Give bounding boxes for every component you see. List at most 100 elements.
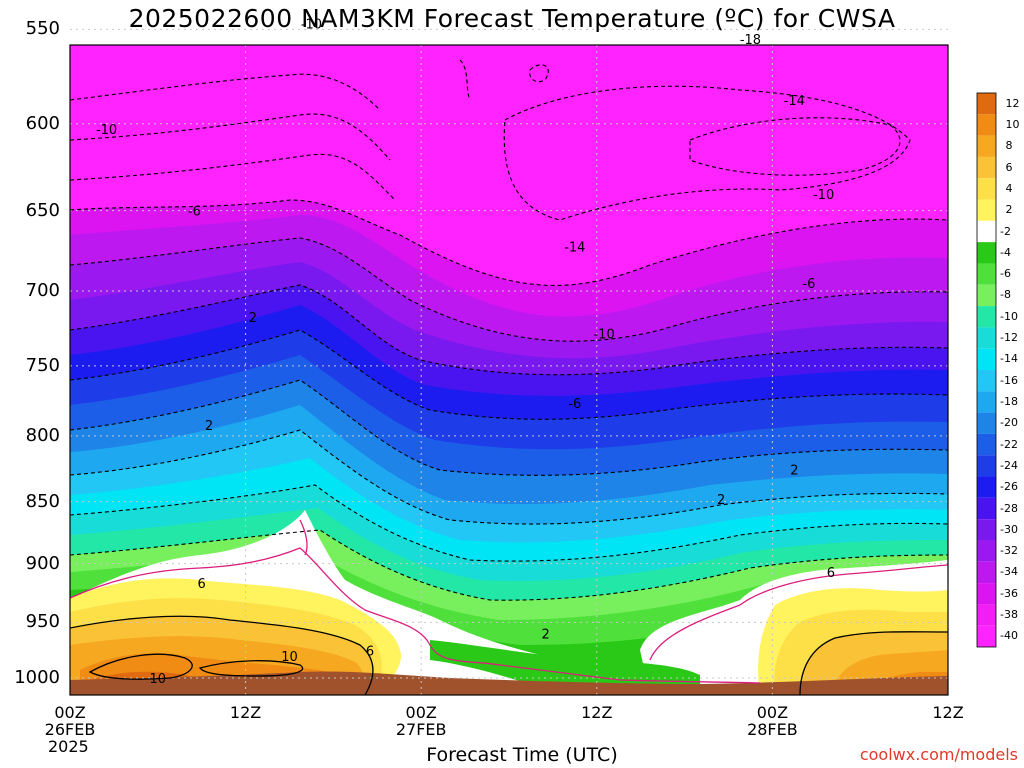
colorbar-label: -32 <box>1000 544 1018 558</box>
y-tick-label: 1000 <box>14 667 60 688</box>
colorbar-label: -30 <box>1000 522 1018 536</box>
terrain <box>70 671 948 695</box>
colorbar-label: 6 <box>1000 160 1013 174</box>
y-tick-label: 550 <box>25 18 60 40</box>
contour-label: 10 <box>281 650 298 665</box>
contour-label: -14 <box>784 94 805 109</box>
colorbar-swatch <box>977 540 996 562</box>
colorbar-swatch <box>977 583 996 605</box>
contour-label: -14 <box>564 241 585 256</box>
contour-label: -10 <box>96 123 117 138</box>
colorbar-swatch <box>977 348 996 370</box>
contour-label: 6 <box>366 645 374 660</box>
colorbar-swatch <box>977 455 996 477</box>
contour-label: 2 <box>541 628 549 643</box>
y-tick-label: 800 <box>25 424 60 446</box>
colorbar-label: -6 <box>1000 267 1011 281</box>
colorbar-frame <box>976 92 997 648</box>
colorbar-swatch <box>977 433 996 456</box>
contour-lines <box>69 59 949 601</box>
y-tick-label: 850 <box>25 490 60 512</box>
colorbar-swatch <box>977 220 996 243</box>
colorbar-swatch <box>977 284 996 307</box>
contour-label: 6 <box>827 566 835 581</box>
contour-label: -18 <box>740 33 761 48</box>
colorbar-swatch <box>977 604 996 626</box>
colorbar-swatch <box>977 412 996 434</box>
colorbar-label: 12 <box>1000 96 1020 110</box>
colorbar-swatch <box>977 306 996 328</box>
colorbar-swatch <box>977 199 996 221</box>
plot-frame <box>69 44 949 696</box>
colorbar-label: 4 <box>1000 181 1013 195</box>
colorbar-label: -38 <box>1000 608 1018 622</box>
colorbar-label: -28 <box>1000 501 1018 515</box>
chart-title: 2025022600 NAM3KM Forecast Temperature (… <box>128 4 896 33</box>
colorbar-label: -14 <box>1000 352 1018 366</box>
x-tick-label: 00Z 27FEB <box>395 703 447 739</box>
colorbar-label: -8 <box>1000 288 1011 302</box>
y-tick-label: 900 <box>25 552 60 574</box>
colorbar-label: -36 <box>1000 586 1018 600</box>
colorbar-swatch <box>977 135 996 157</box>
contour-label: -10 <box>593 328 614 343</box>
contour-label: 2 <box>790 463 798 478</box>
x-tick-label: 12Z <box>932 703 964 722</box>
contour-label: -10 <box>301 17 322 32</box>
contour-label: -10 <box>813 188 834 203</box>
colorbar-label: -16 <box>1000 373 1018 387</box>
colorbar-swatch <box>977 327 996 349</box>
y-tick-label: 700 <box>25 280 60 301</box>
colorbar-swatch <box>977 263 996 285</box>
x-axis-title: Forecast Time (UTC) <box>426 744 618 766</box>
contour-label: 2 <box>205 419 213 434</box>
contour-label: -6 <box>188 205 201 220</box>
y-tick-label: 650 <box>25 199 60 221</box>
contour-label: -6 <box>568 397 581 412</box>
contour-label: 2 <box>249 311 257 326</box>
colorbar-swatch <box>977 242 996 264</box>
colorbar-label: 8 <box>1000 139 1013 153</box>
contour-label: -6 <box>802 277 815 292</box>
colorbar-swatch <box>977 156 996 179</box>
colorbar-label: -24 <box>1000 458 1018 472</box>
colorbar-label: -22 <box>1000 437 1018 451</box>
y-tick-label: 950 <box>25 611 60 633</box>
colorbar-label: -10 <box>1000 309 1018 323</box>
x-tick-label: 12Z <box>229 703 262 722</box>
colorbar-label: 10 <box>1000 117 1020 131</box>
contour-lines-solid <box>69 615 949 696</box>
temperature-field <box>70 45 948 695</box>
colorbar-label: -4 <box>1000 245 1011 259</box>
contour-label: 6 <box>198 577 206 592</box>
x-tick-label: 12Z <box>581 703 613 722</box>
colorbar <box>976 92 997 648</box>
colorbar-swatch <box>977 178 996 200</box>
y-tick-label: 600 <box>25 112 60 134</box>
contour-label: 10 <box>150 672 167 687</box>
colorbar-swatch <box>977 93 996 115</box>
colorbar-swatch <box>977 391 996 413</box>
colorbar-swatch <box>977 476 996 498</box>
credit-link[interactable]: coolwx.com/models <box>859 745 1018 764</box>
colorbar-label: -12 <box>1000 331 1018 345</box>
colorbar-label: -2 <box>1000 224 1011 238</box>
colorbar-swatch <box>977 497 996 520</box>
freezing-line <box>69 519 949 684</box>
x-tick-label: 00Z 26FEB 2025 <box>44 703 96 756</box>
colorbar-swatch <box>977 561 996 584</box>
contour-label: 2 <box>717 493 725 508</box>
colorbar-swatch <box>977 370 996 392</box>
contour-label-layer: -54-50-50-46-46-42-42-42-38-38-34-30-30-… <box>96 17 835 687</box>
colorbar-swatch <box>977 114 996 136</box>
colorbar-label: -26 <box>1000 480 1018 494</box>
colorbar-label: -40 <box>1000 629 1018 643</box>
x-tick-label: 00Z 28FEB <box>747 703 798 739</box>
y-tick-label: 750 <box>25 354 60 376</box>
colorbar-label: -18 <box>1000 394 1018 408</box>
colorbar-label: 2 <box>1000 203 1013 217</box>
colorbar-label: -20 <box>1000 416 1018 430</box>
colorbar-label: -34 <box>1000 565 1018 579</box>
colorbar-swatch <box>977 519 996 541</box>
